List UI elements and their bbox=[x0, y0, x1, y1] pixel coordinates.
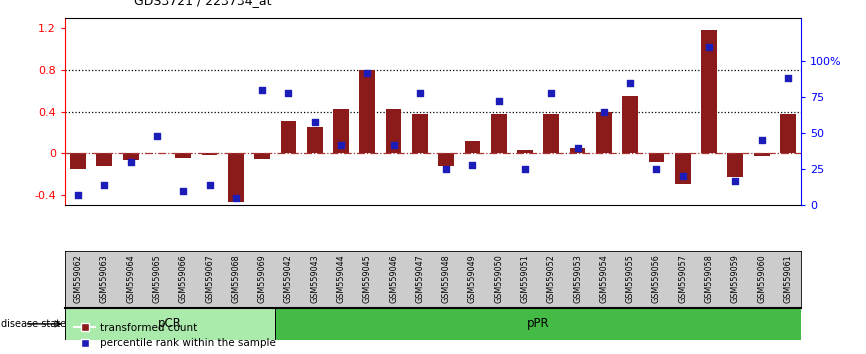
Bar bbox=[701, 30, 717, 153]
Text: GSM559063: GSM559063 bbox=[100, 254, 109, 303]
Point bbox=[492, 98, 506, 104]
Text: GSM559047: GSM559047 bbox=[416, 254, 424, 303]
Bar bbox=[70, 153, 86, 169]
Text: GSM559043: GSM559043 bbox=[310, 254, 320, 303]
Bar bbox=[438, 153, 454, 166]
Point bbox=[466, 162, 480, 168]
Text: GSM559060: GSM559060 bbox=[757, 254, 766, 303]
Text: GSM559064: GSM559064 bbox=[126, 254, 135, 303]
Point bbox=[203, 182, 216, 188]
Point bbox=[334, 142, 348, 148]
Text: GSM559042: GSM559042 bbox=[284, 254, 293, 303]
Legend: transformed count, percentile rank within the sample: transformed count, percentile rank withi… bbox=[70, 319, 281, 352]
Bar bbox=[275, 308, 801, 340]
Text: GDS3721 / 223734_at: GDS3721 / 223734_at bbox=[134, 0, 272, 7]
Point bbox=[518, 166, 532, 172]
Bar bbox=[202, 153, 217, 155]
Point bbox=[255, 87, 269, 93]
Point bbox=[545, 90, 559, 96]
Text: GSM559058: GSM559058 bbox=[705, 254, 714, 303]
Point bbox=[281, 90, 295, 96]
Text: GSM559061: GSM559061 bbox=[784, 254, 792, 303]
Point bbox=[571, 145, 585, 150]
Text: GSM559045: GSM559045 bbox=[363, 254, 372, 303]
Text: GSM559062: GSM559062 bbox=[74, 254, 82, 303]
Point bbox=[386, 142, 400, 148]
Point bbox=[675, 173, 689, 179]
Text: GSM559068: GSM559068 bbox=[231, 254, 241, 303]
Text: GSM559053: GSM559053 bbox=[573, 254, 582, 303]
Text: GSM559046: GSM559046 bbox=[389, 254, 398, 303]
Point bbox=[177, 188, 191, 194]
Bar bbox=[255, 153, 270, 159]
Point bbox=[702, 44, 716, 50]
Bar bbox=[596, 112, 611, 153]
Bar bbox=[649, 153, 664, 161]
Bar bbox=[281, 121, 296, 153]
Text: GSM559055: GSM559055 bbox=[625, 254, 635, 303]
Bar bbox=[491, 114, 507, 153]
Text: GSM559051: GSM559051 bbox=[520, 254, 529, 303]
Bar bbox=[228, 153, 243, 202]
Bar bbox=[175, 153, 191, 159]
Bar bbox=[570, 148, 585, 153]
Bar bbox=[675, 153, 691, 184]
Text: GSM559054: GSM559054 bbox=[599, 254, 609, 303]
Bar bbox=[123, 153, 139, 160]
Bar bbox=[333, 109, 349, 153]
Bar bbox=[623, 96, 638, 153]
Text: GSM559052: GSM559052 bbox=[546, 254, 556, 303]
Point bbox=[624, 80, 637, 85]
Point bbox=[124, 159, 138, 165]
Bar bbox=[65, 308, 275, 340]
Point bbox=[71, 192, 85, 198]
Point bbox=[439, 166, 453, 172]
Point bbox=[360, 70, 374, 75]
Bar bbox=[385, 109, 402, 153]
Point bbox=[754, 138, 768, 143]
Bar bbox=[753, 153, 770, 156]
Bar bbox=[544, 114, 559, 153]
Point bbox=[597, 109, 611, 114]
Point bbox=[728, 178, 742, 184]
Point bbox=[781, 75, 795, 81]
Text: GSM559066: GSM559066 bbox=[178, 254, 188, 303]
Point bbox=[307, 119, 321, 125]
Bar bbox=[727, 153, 743, 177]
Point bbox=[229, 195, 242, 201]
Text: GSM559065: GSM559065 bbox=[152, 254, 161, 303]
Bar bbox=[412, 114, 428, 153]
Bar bbox=[464, 141, 481, 153]
Text: GSM559059: GSM559059 bbox=[731, 254, 740, 303]
Bar bbox=[517, 150, 533, 153]
Point bbox=[650, 166, 663, 172]
Text: GSM559050: GSM559050 bbox=[494, 254, 503, 303]
Bar bbox=[307, 127, 322, 153]
Text: pPR: pPR bbox=[527, 318, 549, 330]
Text: GSM559056: GSM559056 bbox=[652, 254, 661, 303]
Text: GSM559044: GSM559044 bbox=[337, 254, 346, 303]
Point bbox=[413, 90, 427, 96]
Bar bbox=[780, 114, 796, 153]
Text: pCR: pCR bbox=[158, 318, 182, 330]
Text: GSM559069: GSM559069 bbox=[257, 254, 267, 303]
Bar bbox=[359, 70, 375, 153]
Point bbox=[150, 133, 164, 139]
Text: disease state: disease state bbox=[1, 319, 66, 329]
Text: GSM559057: GSM559057 bbox=[678, 254, 688, 303]
Bar bbox=[96, 153, 113, 166]
Point bbox=[98, 182, 112, 188]
Text: GSM559048: GSM559048 bbox=[442, 254, 450, 303]
Text: GSM559067: GSM559067 bbox=[205, 254, 214, 303]
Text: GSM559049: GSM559049 bbox=[468, 254, 477, 303]
